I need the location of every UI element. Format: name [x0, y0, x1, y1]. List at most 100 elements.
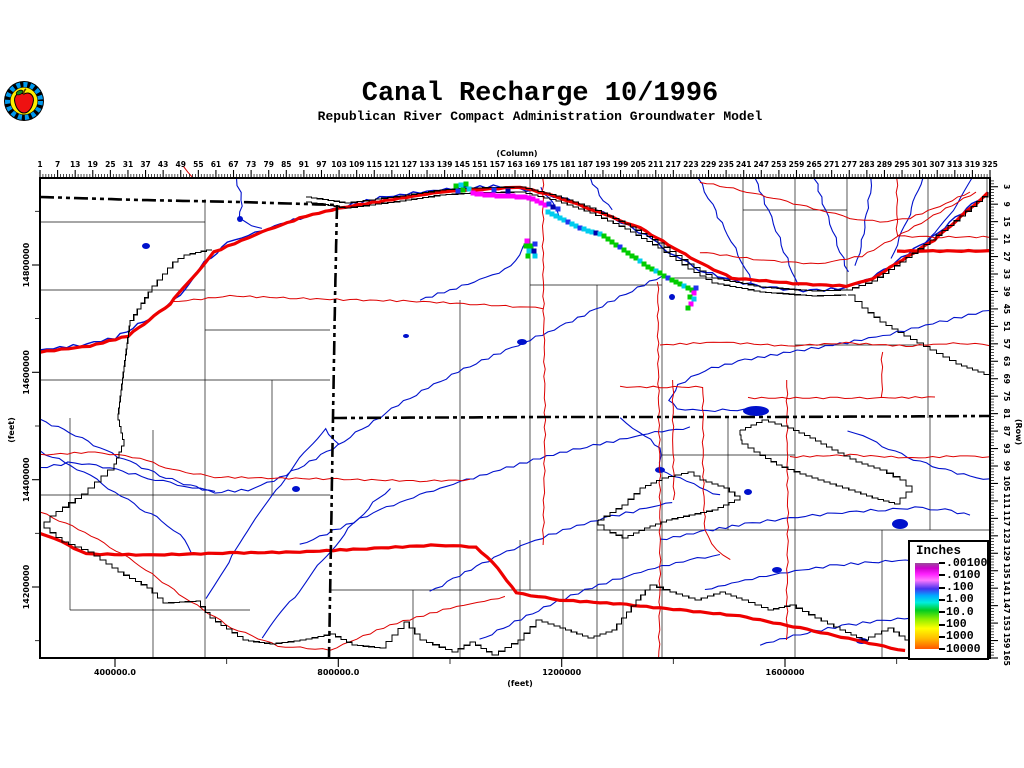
highway-minor — [541, 177, 547, 546]
legend-tick — [939, 574, 945, 577]
highway-minor — [785, 380, 790, 641]
recharge-cell — [688, 301, 694, 307]
column-tick-label: 91 — [299, 160, 309, 169]
column-tick-label: 301 — [912, 160, 928, 169]
row-tick-label: 105 — [1002, 476, 1011, 492]
recharge-cell — [661, 273, 667, 279]
row-tick-label: 87 — [1002, 426, 1011, 436]
row-tick-label: 99 — [1002, 461, 1011, 471]
column-tick-label: 241 — [736, 160, 752, 169]
logo-stem — [22, 88, 27, 96]
recharge-cell — [649, 266, 655, 272]
column-tick-label: 325 — [982, 160, 998, 169]
logo-leaf — [15, 89, 24, 96]
recharge-cell — [613, 242, 619, 248]
row-tick-label: 111 — [1002, 493, 1011, 509]
river — [704, 559, 946, 591]
recharge-cell — [685, 305, 691, 311]
lake — [292, 486, 300, 492]
recharge-cell — [538, 200, 544, 206]
column-tick-label: 109 — [349, 160, 365, 169]
recharge-cell — [458, 182, 464, 188]
legend-box: Inches .00100.0100.100 1.00 10.0 100 1000 100… — [908, 540, 989, 660]
column-tick-label: 163 — [507, 160, 523, 169]
column-tick-label: 193 — [595, 160, 611, 169]
bottom-axis-caption: (feet) — [507, 679, 532, 688]
left-tick-label: 14400000 — [22, 457, 31, 502]
page-subtitle: Republican River Compact Administration … — [317, 109, 763, 124]
legend-gradient-bar — [915, 563, 939, 649]
river — [697, 177, 752, 283]
row-tick-label: 33 — [1002, 269, 1011, 279]
recharge-cell — [589, 229, 595, 235]
recharge-cell — [498, 193, 504, 199]
lake — [517, 339, 527, 345]
highway-minor — [659, 341, 990, 348]
highway-minor — [699, 191, 977, 265]
column-tick-label: 265 — [806, 160, 822, 169]
highway-minor — [671, 379, 676, 501]
recharge-cell — [531, 248, 537, 254]
recharge-cell — [524, 238, 530, 244]
recharge-cell — [545, 209, 551, 215]
model-boundary — [739, 419, 913, 505]
recharge-cell — [526, 195, 532, 201]
column-tick-label: 247 — [753, 160, 769, 169]
column-tick-label: 307 — [929, 160, 945, 169]
lake — [142, 243, 150, 249]
row-tick-label: 117 — [1002, 511, 1011, 527]
recharge-cell — [455, 188, 461, 194]
logo-apple — [14, 92, 34, 114]
column-tick-label: 13 — [70, 160, 80, 169]
recharge-cell — [460, 187, 466, 193]
row-tick-label: 153 — [1002, 615, 1011, 631]
legend-entry: .00100 — [939, 556, 988, 570]
river — [261, 488, 391, 639]
row-tick-label: 165 — [1002, 650, 1011, 666]
row-tick-label: 63 — [1002, 356, 1011, 366]
column-tick-label: 151 — [472, 160, 488, 169]
state-borders — [39, 195, 990, 658]
river — [847, 430, 991, 480]
legend-entry: 10.0 — [939, 606, 974, 619]
legend-tick — [939, 562, 945, 564]
highway-major — [39, 185, 989, 354]
recharge-cell — [561, 217, 567, 223]
lake — [237, 216, 243, 222]
row-axis-caption: (Row) — [1014, 419, 1023, 445]
left-tick-label: 14800000 — [22, 242, 31, 287]
river — [754, 177, 800, 286]
recharge-cell — [532, 241, 538, 247]
row-tick-label: 51 — [1002, 321, 1011, 331]
legend-label: .00100 — [946, 556, 988, 570]
recharge-cell — [593, 230, 599, 236]
recharge-cell — [534, 198, 540, 204]
column-tick-label: 235 — [718, 160, 734, 169]
recharge-cell — [573, 223, 579, 229]
legend-entry: 100 — [939, 618, 967, 631]
recharge-cell — [526, 248, 532, 254]
highway-minor — [39, 511, 506, 651]
state-border — [327, 204, 339, 658]
recharge-cell — [555, 206, 561, 212]
highway-minor — [701, 386, 731, 561]
state-border — [333, 414, 990, 420]
river — [659, 506, 971, 541]
bottom-tick-label: 1200000 — [542, 668, 581, 677]
column-tick-label: 103 — [331, 160, 347, 169]
row-tick-label: 147 — [1002, 598, 1011, 614]
recharge-cell — [673, 279, 679, 285]
highway-minor — [171, 294, 544, 310]
legend-label: 1.00 — [946, 593, 974, 607]
column-tick-label: 97 — [316, 160, 326, 169]
recharge-cell — [689, 287, 695, 293]
recharge-cell — [597, 231, 603, 237]
legend-entry: 10000 — [939, 643, 981, 656]
highway-minor — [656, 281, 662, 659]
highway-minor — [39, 451, 471, 483]
recharge-cell — [601, 233, 607, 239]
model-boundary — [848, 294, 991, 378]
recharge-cell — [470, 190, 476, 196]
recharge-cell — [569, 221, 575, 227]
recharge-cell — [482, 192, 488, 198]
